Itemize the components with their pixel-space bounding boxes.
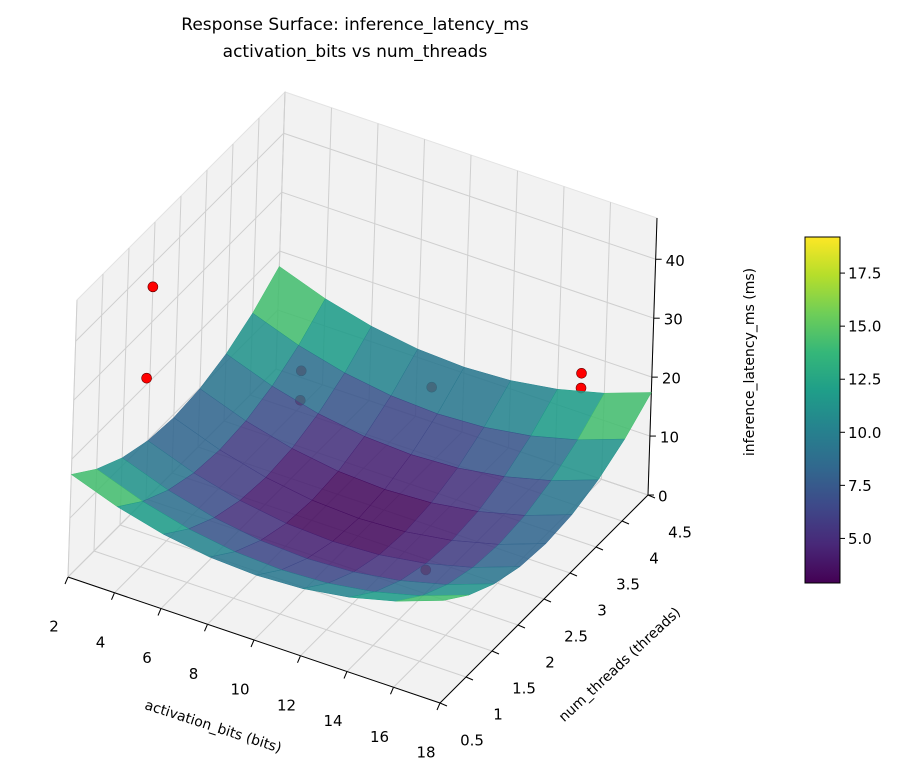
colorbar (804, 236, 841, 584)
x-tick-label: 14 (323, 712, 342, 730)
tick-mark (297, 655, 301, 663)
surface-patch (396, 594, 469, 602)
tick-mark (517, 624, 526, 629)
y-tick-label: 2.5 (564, 628, 588, 646)
scatter-point (141, 372, 152, 384)
tick-mark (439, 702, 448, 707)
grid-line (279, 250, 652, 378)
z-tick-label: 10 (660, 429, 679, 447)
grid-line (71, 250, 281, 460)
x-tick-label: 4 (96, 633, 106, 651)
grid-line (93, 550, 467, 678)
x-tick-label: 6 (142, 649, 152, 667)
tick-mark (343, 671, 348, 679)
y-tick-label: 3.5 (616, 576, 640, 594)
chart-subtitle: activation_bits vs num_threads (223, 42, 488, 62)
colorbar-tick-label: 10.0 (848, 424, 881, 442)
grid-line (93, 273, 104, 552)
grid-line (283, 132, 656, 260)
y-tick-label: 1.5 (512, 680, 536, 698)
colorbar-tick-label: 7.5 (848, 477, 872, 495)
x-tick-label: 10 (230, 681, 249, 699)
y-tick-label: 4.5 (668, 524, 692, 542)
y-tick-label: 0.5 (460, 732, 484, 750)
z-tick-label: 20 (662, 370, 681, 388)
colorbar-tick-label: 15.0 (848, 318, 881, 336)
x-tick-label: 18 (416, 744, 435, 762)
x-tick-label: 12 (277, 696, 296, 714)
colorbar-tick-label: 5.0 (848, 530, 872, 548)
y-tick-label: 4 (649, 550, 659, 568)
x-tick-label: 2 (49, 618, 59, 636)
chart-title: Response Surface: inference_latency_ms (181, 15, 529, 35)
grid-line (67, 299, 78, 578)
grid-line (281, 191, 654, 319)
tick-mark (465, 676, 474, 681)
tick-mark (204, 624, 208, 632)
y-axis-label: num_threads (threads) (556, 605, 684, 726)
tick-mark (569, 572, 578, 577)
y-tick-label: 2 (545, 654, 555, 672)
x-tick-label: 8 (189, 665, 199, 683)
x-tick-label: 16 (370, 728, 389, 746)
y-axis-line (439, 494, 649, 704)
tick-mark (491, 650, 500, 655)
tick-mark (436, 702, 441, 711)
tick-mark (157, 608, 162, 616)
z-tick-label: 30 (664, 311, 683, 329)
tick-mark (621, 520, 630, 525)
tick-mark (250, 639, 255, 648)
grid-line (73, 191, 283, 401)
z-tick-label: 40 (666, 252, 685, 270)
colorbar-tick-label: 17.5 (848, 265, 881, 283)
tick-mark (595, 546, 604, 551)
y-tick-label: 3 (597, 602, 607, 620)
tick-mark (543, 598, 552, 603)
tick-mark (390, 687, 394, 695)
tick-mark (111, 592, 115, 600)
tick-mark (64, 576, 69, 585)
grid-line (75, 132, 285, 342)
z-tick-label: 0 (658, 488, 668, 506)
scatter-point (147, 281, 159, 293)
scatter-point (576, 368, 587, 379)
z-axis-label: inference_latency_ms (ms) (742, 268, 758, 456)
x-axis-line (67, 576, 441, 704)
z-axis-line (647, 217, 658, 496)
colorbar-tick-label: 12.5 (848, 371, 881, 389)
x-axis-label: activation_bits (bits) (143, 697, 284, 756)
y-tick-label: 1 (493, 706, 503, 724)
